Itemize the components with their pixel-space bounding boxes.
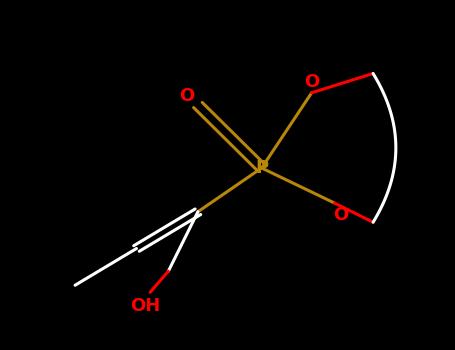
Text: O: O: [334, 206, 349, 224]
Text: P: P: [255, 159, 268, 177]
Text: OH: OH: [131, 297, 161, 315]
Text: O: O: [179, 87, 194, 105]
Text: O: O: [304, 73, 319, 91]
